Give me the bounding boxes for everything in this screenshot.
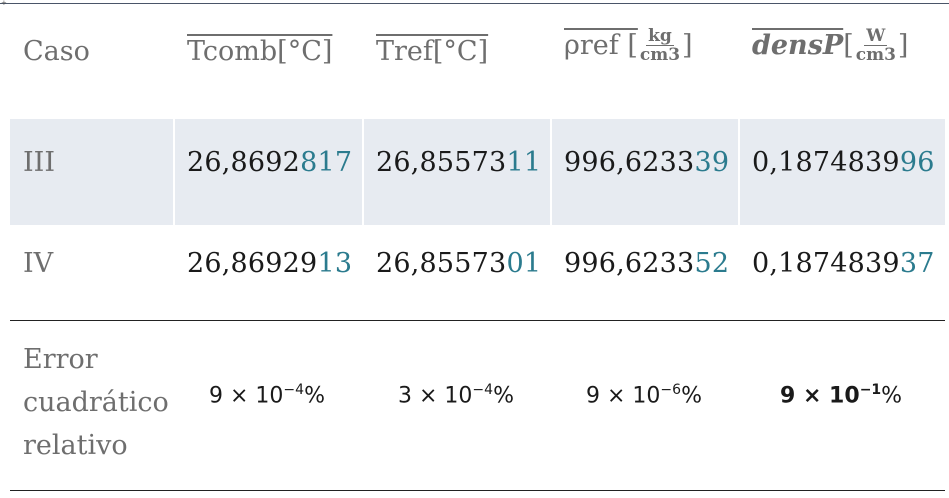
header-tcomb-text: Tcomb[°C] <box>187 36 333 67</box>
error-tcomb: 9 × 10−4% <box>209 382 325 409</box>
row-label-iii: III <box>23 147 55 178</box>
header-rho-fraction: kg cm3 <box>640 27 680 64</box>
header-densp-text: densP <box>752 30 844 61</box>
header-tcomb: Tcomb[°C] <box>187 36 332 67</box>
row-iv-tref: 26,8557301 <box>376 248 542 279</box>
densp-unit-denominator: cm3 <box>855 45 896 65</box>
row-label-iv: IV <box>23 248 54 279</box>
row-iii-tref: 26,8557311 <box>376 147 542 178</box>
error-label-line: relativo <box>23 430 128 461</box>
row-iii-densp: 0,187483996 <box>752 147 935 178</box>
table-rule-middle <box>10 320 945 321</box>
densp-unit-numerator: W <box>864 26 888 46</box>
header-densp-fraction: W cm3 <box>856 27 896 64</box>
row-iv-rho: 996,623352 <box>564 248 730 279</box>
table-move-handle-icon[interactable]: + <box>1 0 7 7</box>
rho-unit-numerator: kg <box>646 26 674 46</box>
row-iii-tcomb: 26,8692817 <box>187 147 353 178</box>
column-separator <box>550 119 552 225</box>
header-tref-text: Tref[°C] <box>376 36 489 67</box>
error-rho: 9 × 10−6% <box>586 382 702 409</box>
error-label-line: Error <box>23 344 98 375</box>
table-rule-bottom <box>10 490 945 491</box>
column-separator <box>738 119 740 225</box>
header-densp-open-bracket: [ <box>843 30 854 61</box>
top-border <box>0 3 949 4</box>
row-iii-background <box>10 119 945 225</box>
rho-unit-denominator: cm3 <box>639 45 681 65</box>
header-caso: Caso <box>23 36 90 67</box>
header-rho-bracket: ] <box>682 30 693 61</box>
row-iii-rho: 996,623339 <box>564 147 730 178</box>
error-tref: 3 × 10−4% <box>398 382 514 409</box>
header-densp-bracket: ] <box>897 30 909 61</box>
row-iv-densp: 0,187483937 <box>752 248 935 279</box>
column-separator <box>173 119 175 225</box>
header-tref: Tref[°C] <box>376 36 488 67</box>
header-rho-text: ρref [ <box>564 30 638 61</box>
row-label-error: Error cuadrático relativo <box>23 338 169 467</box>
error-densp: 9 × 10−1% <box>780 382 903 409</box>
header-rho: ρref [ kg cm3 ] <box>564 27 693 64</box>
header-densp: densP [ W cm3 ] <box>752 27 908 64</box>
error-label-line: cuadrático <box>23 387 169 418</box>
column-separator <box>362 119 364 225</box>
row-iv-tcomb: 26,8692913 <box>187 248 353 279</box>
